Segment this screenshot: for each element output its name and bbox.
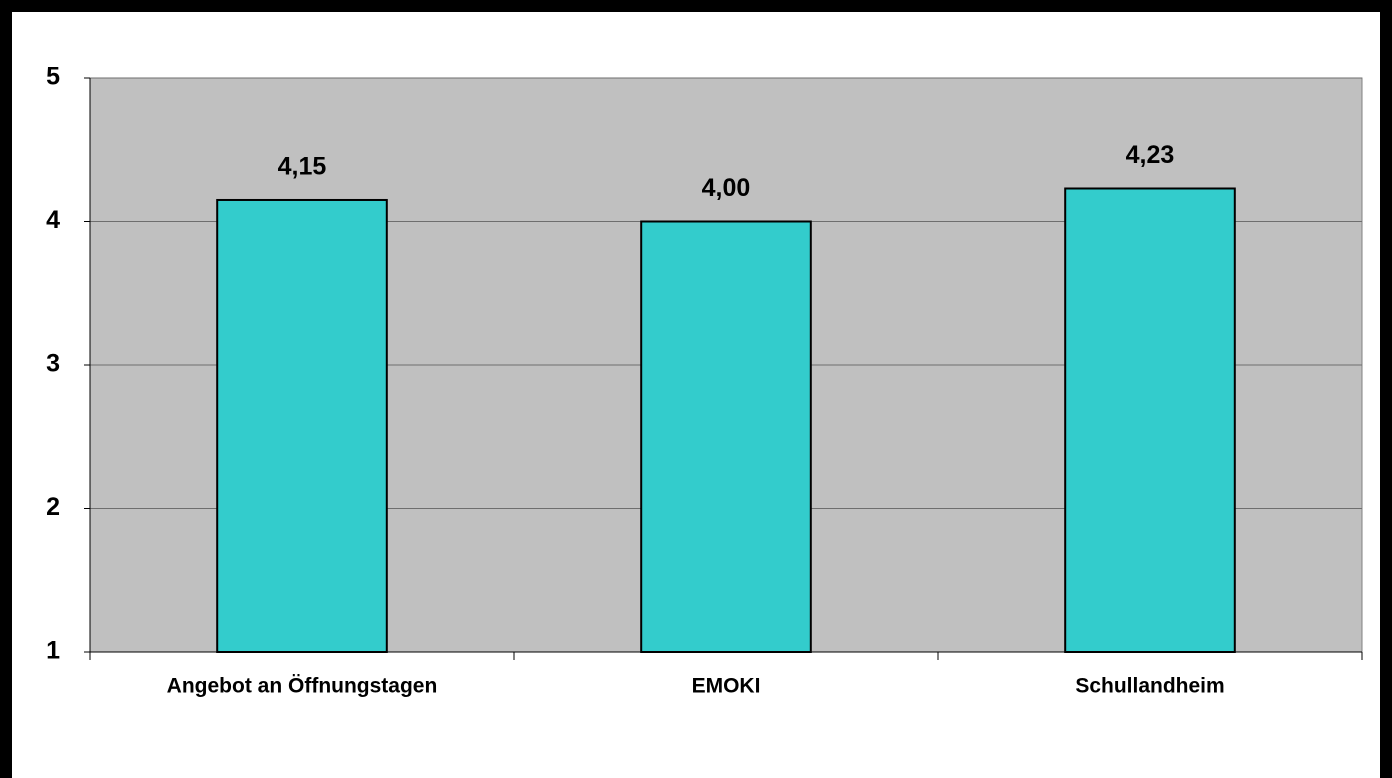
bar xyxy=(640,220,812,653)
x-tick-label: EMOKI xyxy=(692,675,761,698)
value-label: 4,15 xyxy=(278,153,327,181)
value-label: 4,00 xyxy=(702,174,751,202)
bar xyxy=(1064,187,1236,653)
y-tick-label: 4 xyxy=(46,206,60,234)
y-tick-label: 5 xyxy=(46,63,60,91)
x-tick-label: Schullandheim xyxy=(1075,675,1224,698)
bar xyxy=(216,198,388,653)
y-tick-label: 1 xyxy=(46,637,60,665)
value-label: 4,23 xyxy=(1126,141,1175,169)
y-tick-label: 3 xyxy=(46,350,60,378)
y-tick-label: 2 xyxy=(46,493,60,521)
x-tick-label: Angebot an Öffnungstagen xyxy=(167,675,438,698)
